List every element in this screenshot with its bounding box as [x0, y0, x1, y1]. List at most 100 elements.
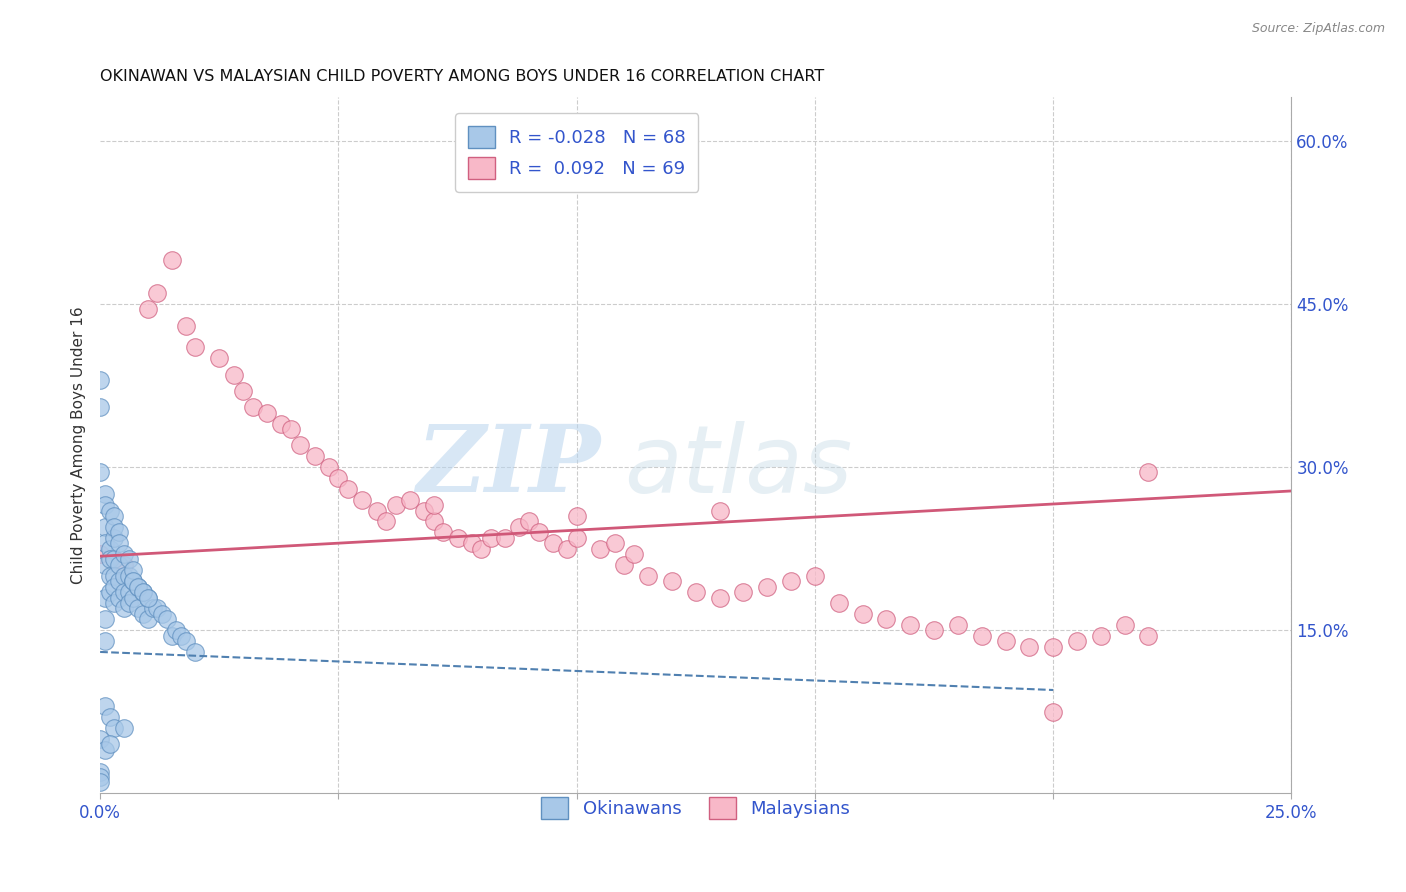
- Point: [709, 591, 731, 605]
- Point: [160, 253, 183, 268]
- Point: [108, 536, 131, 550]
- Point: [108, 558, 131, 572]
- Point: [461, 536, 484, 550]
- Point: [118, 569, 141, 583]
- Point: [94, 699, 117, 714]
- Text: atlas: atlas: [624, 421, 852, 512]
- Point: [432, 525, 454, 540]
- Point: [108, 525, 131, 540]
- Point: [661, 574, 683, 589]
- Point: [222, 368, 245, 382]
- Point: [112, 558, 135, 572]
- Point: [136, 612, 159, 626]
- Point: [613, 558, 636, 572]
- Point: [98, 738, 121, 752]
- Point: [89, 770, 111, 784]
- Point: [112, 721, 135, 735]
- Point: [1066, 634, 1088, 648]
- Point: [98, 710, 121, 724]
- Point: [446, 531, 468, 545]
- Point: [184, 645, 207, 659]
- Point: [623, 547, 645, 561]
- Point: [898, 617, 921, 632]
- Point: [922, 623, 945, 637]
- Point: [118, 552, 141, 566]
- Point: [136, 302, 159, 317]
- Point: [589, 541, 612, 556]
- Point: [174, 318, 197, 333]
- Point: [280, 422, 302, 436]
- Point: [336, 482, 359, 496]
- Point: [98, 541, 121, 556]
- Point: [94, 498, 117, 512]
- Point: [150, 607, 173, 621]
- Point: [318, 460, 340, 475]
- Point: [470, 541, 492, 556]
- Point: [146, 601, 169, 615]
- Point: [118, 585, 141, 599]
- Point: [112, 585, 135, 599]
- Point: [98, 503, 121, 517]
- Point: [122, 574, 145, 589]
- Point: [132, 585, 155, 599]
- Point: [1018, 640, 1040, 654]
- Point: [89, 466, 111, 480]
- Point: [94, 558, 117, 572]
- Point: [375, 515, 398, 529]
- Point: [555, 541, 578, 556]
- Point: [112, 547, 135, 561]
- Point: [122, 574, 145, 589]
- Point: [89, 373, 111, 387]
- Point: [875, 612, 897, 626]
- Point: [94, 536, 117, 550]
- Point: [970, 629, 993, 643]
- Point: [122, 591, 145, 605]
- Point: [89, 400, 111, 414]
- Point: [112, 569, 135, 583]
- Point: [184, 340, 207, 354]
- Point: [136, 591, 159, 605]
- Point: [366, 503, 388, 517]
- Point: [1042, 640, 1064, 654]
- Point: [565, 531, 588, 545]
- Point: [132, 607, 155, 621]
- Point: [165, 623, 187, 637]
- Point: [527, 525, 550, 540]
- Point: [1137, 629, 1160, 643]
- Point: [413, 503, 436, 517]
- Point: [127, 580, 149, 594]
- Point: [328, 471, 350, 485]
- Point: [170, 629, 193, 643]
- Point: [103, 569, 125, 583]
- Point: [136, 591, 159, 605]
- Text: OKINAWAN VS MALAYSIAN CHILD POVERTY AMONG BOYS UNDER 16 CORRELATION CHART: OKINAWAN VS MALAYSIAN CHILD POVERTY AMON…: [100, 69, 824, 84]
- Point: [508, 520, 530, 534]
- Point: [112, 601, 135, 615]
- Point: [780, 574, 803, 589]
- Point: [94, 487, 117, 501]
- Legend: Okinawans, Malaysians: Okinawans, Malaysians: [527, 782, 865, 833]
- Point: [132, 585, 155, 599]
- Point: [94, 520, 117, 534]
- Point: [946, 617, 969, 632]
- Point: [270, 417, 292, 431]
- Point: [94, 591, 117, 605]
- Point: [1137, 466, 1160, 480]
- Point: [399, 492, 422, 507]
- Point: [494, 531, 516, 545]
- Point: [565, 508, 588, 523]
- Point: [174, 634, 197, 648]
- Point: [103, 596, 125, 610]
- Point: [98, 552, 121, 566]
- Point: [127, 580, 149, 594]
- Point: [122, 563, 145, 577]
- Point: [756, 580, 779, 594]
- Point: [103, 520, 125, 534]
- Point: [384, 498, 406, 512]
- Point: [828, 596, 851, 610]
- Point: [89, 547, 111, 561]
- Point: [156, 612, 179, 626]
- Point: [994, 634, 1017, 648]
- Point: [94, 743, 117, 757]
- Point: [103, 721, 125, 735]
